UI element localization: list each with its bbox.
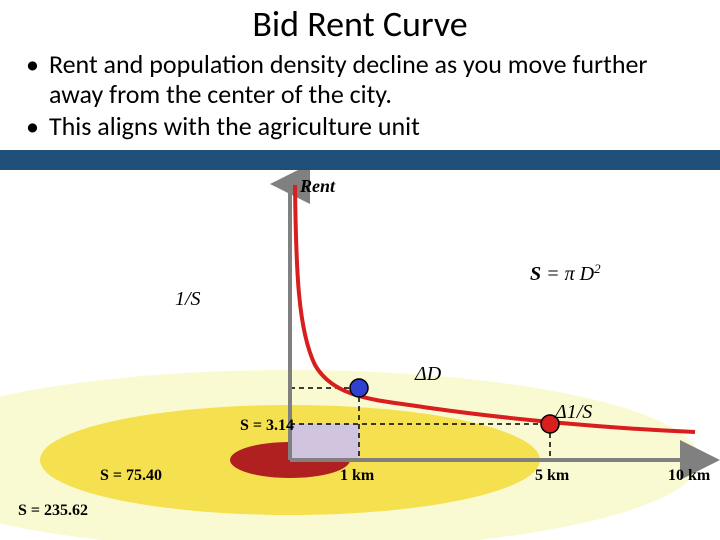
x-tick-5km: 5 km bbox=[535, 467, 570, 484]
bullet-item: • Rent and population density decline as… bbox=[20, 50, 700, 110]
x-tick-1km: 1 km bbox=[340, 467, 375, 484]
bid-rent-diagram: Rent 1/S S = π D2 ΔD Δ1/S 1 km 5 km 10 k… bbox=[0, 170, 720, 540]
label-s-equation: S = π D2 bbox=[530, 261, 601, 286]
bullet-dot: • bbox=[26, 112, 39, 142]
bullet-item: • This aligns with the agriculture unit bbox=[20, 112, 700, 142]
bullet-text: Rent and population density decline as y… bbox=[49, 50, 700, 110]
x-tick-10km: 10 km bbox=[668, 467, 711, 484]
label-one-over-s: 1/S bbox=[175, 288, 201, 310]
label-s-outer: S = 235.62 bbox=[18, 502, 88, 519]
label-s-mid: S = 75.40 bbox=[100, 467, 162, 484]
bullet-dot: • bbox=[26, 50, 39, 110]
point-1km bbox=[350, 379, 368, 397]
label-s-inner: S = 3.14 bbox=[240, 417, 294, 434]
label-delta-1-s: Δ1/S bbox=[554, 401, 592, 423]
label-delta-d: ΔD bbox=[414, 363, 442, 385]
slide-title: Bid Rent Curve bbox=[0, 0, 720, 46]
shaded-region bbox=[290, 424, 359, 460]
y-axis-label: Rent bbox=[299, 176, 336, 196]
bullet-text: This aligns with the agriculture unit bbox=[49, 112, 700, 142]
bullet-list: • Rent and population density decline as… bbox=[0, 46, 720, 150]
